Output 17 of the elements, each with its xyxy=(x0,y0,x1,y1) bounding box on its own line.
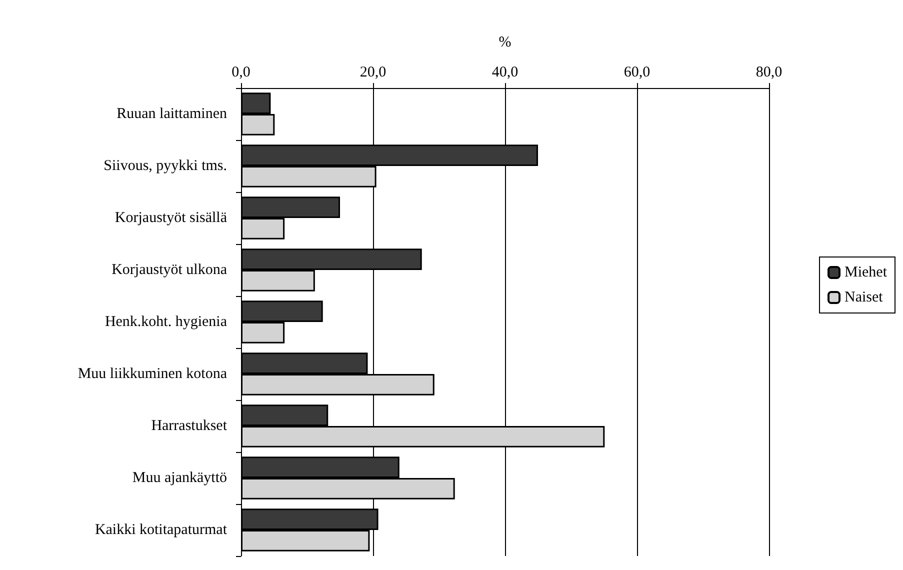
x-tick-label: 20,0 xyxy=(360,64,386,80)
x-tick-label: 80,0 xyxy=(756,64,782,80)
y-tick-label: Harrastukset xyxy=(151,418,228,434)
y-tick-label: Kaikki kotitapaturmat xyxy=(94,522,228,538)
y-tick-label: Korjaustyöt sisällä xyxy=(114,210,228,226)
y-tick-label: Ruuan laittaminen xyxy=(116,106,228,122)
y-tick-label: Henk.koht. hygienia xyxy=(104,314,228,330)
y-tick-label: Muu ajankäyttö xyxy=(132,470,227,486)
y-tick-label: Muu liikkuminen kotona xyxy=(78,366,228,382)
legend-label: Miehet xyxy=(844,264,888,280)
x-tick-label: 60,0 xyxy=(624,64,650,80)
x-tick-label: 0,0 xyxy=(232,64,250,80)
x-axis-title: % xyxy=(498,34,512,50)
legend-label: Naiset xyxy=(844,290,884,306)
x-tick-label: 40,0 xyxy=(492,64,518,80)
y-tick-label: Siivous, pyykki tms. xyxy=(104,158,227,174)
y-tick-label: Korjaustyöt ulkona xyxy=(112,262,228,278)
